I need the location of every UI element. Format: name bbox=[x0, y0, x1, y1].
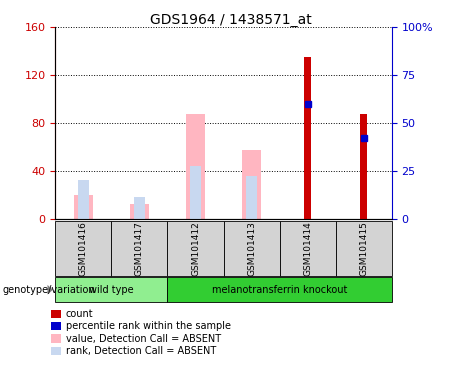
Bar bbox=[242, 151, 261, 219]
Text: GSM101415: GSM101415 bbox=[359, 221, 368, 276]
FancyBboxPatch shape bbox=[55, 221, 112, 276]
Text: GSM101412: GSM101412 bbox=[191, 221, 200, 276]
Bar bbox=[304, 57, 311, 219]
FancyBboxPatch shape bbox=[167, 221, 224, 276]
FancyBboxPatch shape bbox=[280, 221, 336, 276]
Text: GSM101414: GSM101414 bbox=[303, 221, 312, 276]
Bar bbox=[361, 114, 367, 219]
FancyBboxPatch shape bbox=[336, 221, 392, 276]
Text: GSM101416: GSM101416 bbox=[79, 221, 88, 276]
Text: GSM101413: GSM101413 bbox=[247, 221, 256, 276]
Bar bbox=[134, 197, 145, 219]
FancyArrow shape bbox=[47, 285, 53, 295]
FancyBboxPatch shape bbox=[167, 277, 392, 302]
Text: melanotransferrin knockout: melanotransferrin knockout bbox=[212, 285, 347, 295]
Bar bbox=[186, 114, 205, 219]
Text: GDS1964 / 1438571_at: GDS1964 / 1438571_at bbox=[150, 13, 311, 27]
FancyBboxPatch shape bbox=[55, 277, 167, 302]
Text: genotype/variation: genotype/variation bbox=[2, 285, 95, 295]
FancyBboxPatch shape bbox=[112, 221, 167, 276]
Text: wild type: wild type bbox=[89, 285, 134, 295]
Bar bbox=[130, 204, 149, 219]
Bar bbox=[74, 195, 93, 219]
Bar bbox=[246, 176, 257, 219]
Bar bbox=[78, 180, 89, 219]
Bar bbox=[190, 166, 201, 219]
Text: GSM101417: GSM101417 bbox=[135, 221, 144, 276]
Legend: count, percentile rank within the sample, value, Detection Call = ABSENT, rank, : count, percentile rank within the sample… bbox=[51, 309, 230, 356]
FancyBboxPatch shape bbox=[224, 221, 280, 276]
